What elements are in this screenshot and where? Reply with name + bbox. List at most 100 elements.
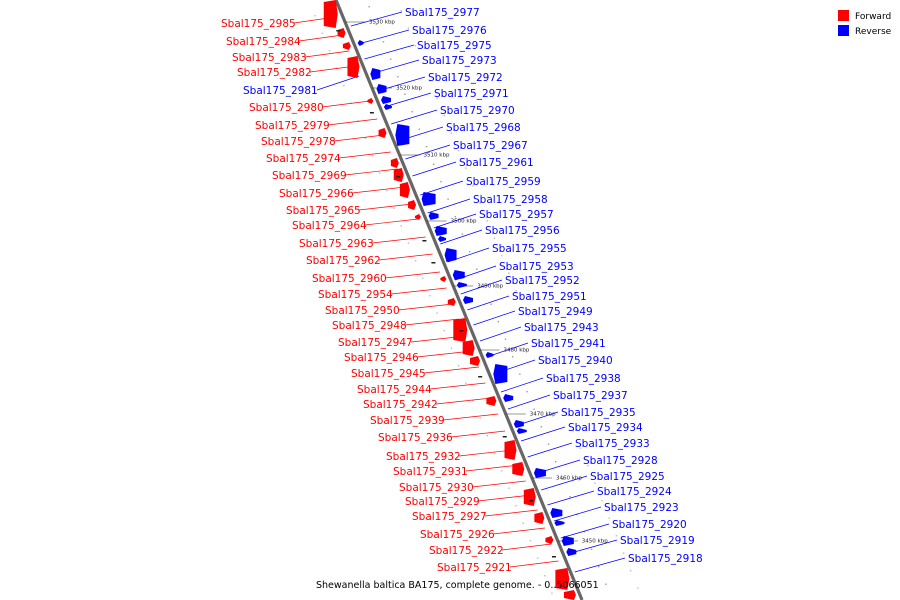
minor-dot	[421, 62, 424, 64]
reverse-gene-label: Sbal175_2971	[434, 88, 509, 100]
forward-gene-label: Sbal175_2965	[286, 205, 361, 217]
minor-dot	[443, 330, 446, 332]
reverse-leader	[574, 557, 626, 573]
minor-dot	[411, 111, 413, 113]
tick-label: 3470 kbp	[530, 412, 556, 418]
forward-gene-label: Sbal175_2931	[393, 466, 468, 478]
forward-gene	[337, 28, 346, 38]
reverse-gene	[513, 420, 524, 428]
forward-leader	[501, 543, 552, 551]
forward-gene-label: Sbal175_2969	[272, 170, 347, 182]
forward-gene	[390, 158, 399, 168]
forward-gene-label: Sbal175_2947	[338, 337, 413, 349]
feature-marker	[529, 500, 533, 502]
minor-dot	[368, 6, 370, 8]
reverse-gene-label: Sbal175_2949	[518, 306, 593, 318]
reverse-gene-label: Sbal175_2943	[524, 322, 599, 334]
minor-dot	[569, 496, 571, 498]
minor-dot	[371, 155, 374, 157]
reverse-leader	[553, 506, 602, 522]
minor-dot	[529, 325, 532, 327]
tick-label: 3450 kbp	[582, 539, 608, 545]
minor-dot	[357, 120, 359, 122]
reverse-gene	[421, 192, 436, 206]
forward-gene	[470, 356, 481, 366]
reverse-leader	[390, 109, 438, 125]
minor-dot	[558, 395, 560, 397]
reverse-leader	[384, 92, 432, 108]
forward-gene-label: Sbal175_2966	[279, 188, 354, 200]
minor-dot	[465, 382, 467, 384]
reverse-gene-label: Sbal175_2958	[473, 194, 548, 206]
forward-gene-label: Sbal175_2926	[420, 529, 495, 541]
reverse-gene-label: Sbal175_2957	[479, 209, 554, 221]
forward-gene-label: Sbal175_2980	[249, 102, 324, 114]
minor-dot	[536, 342, 539, 344]
forward-leader	[458, 449, 513, 457]
tick-label: 3510 kbp	[424, 153, 450, 159]
reverse-leader	[316, 75, 360, 91]
forward-gene-label: Sbal175_2930	[399, 482, 474, 494]
minor-dot	[601, 500, 603, 502]
minor-dot	[637, 587, 639, 589]
reverse-leader	[473, 310, 516, 326]
minor-dot	[551, 592, 553, 594]
forward-leader	[371, 236, 426, 244]
forward-gene	[347, 56, 360, 78]
reverse-gene-label: Sbal175_2925	[590, 471, 665, 483]
minor-dot	[490, 303, 492, 305]
tick-label: 3520 kbp	[396, 86, 422, 92]
minor-dot	[515, 505, 517, 507]
reverse-gene	[444, 248, 457, 262]
reverse-gene	[437, 236, 446, 242]
forward-gene-label: Sbal175_2962	[306, 255, 381, 267]
reverse-leader	[364, 44, 415, 60]
reverse-leader	[460, 279, 503, 295]
reverse-gene-label: Sbal175_2918	[628, 553, 703, 565]
forward-leader	[429, 382, 486, 390]
minor-dot	[472, 400, 474, 402]
forward-leader	[378, 253, 433, 261]
reverse-gene-label: Sbal175_2920	[612, 519, 687, 531]
minor-dot	[414, 260, 417, 262]
minor-dot	[590, 548, 593, 550]
minor-dot	[486, 435, 489, 437]
minor-dot	[562, 478, 564, 480]
forward-gene	[486, 396, 497, 406]
reverse-gene	[550, 508, 563, 518]
minor-dot	[598, 566, 600, 568]
tick-label: 3480 kbp	[504, 348, 530, 354]
forward-gene	[563, 590, 576, 600]
minor-dot	[447, 198, 449, 200]
forward-leader	[471, 480, 526, 488]
minor-dot	[483, 286, 485, 288]
minor-dot	[555, 461, 557, 463]
forward-gene	[399, 182, 410, 198]
legend: Forward Reverse	[838, 10, 892, 37]
minor-dot	[540, 426, 543, 428]
forward-gene	[534, 512, 545, 524]
feature-marker	[551, 556, 556, 558]
minor-dot	[522, 522, 524, 524]
forward-gene-label: Sbal175_2964	[292, 220, 367, 232]
minor-dot	[429, 295, 431, 297]
reverse-gene	[383, 104, 392, 110]
forward-gene-label: Sbal175_2948	[332, 320, 407, 332]
forward-leader	[358, 203, 413, 211]
reverse-leader	[440, 229, 483, 245]
minor-dot	[457, 150, 460, 152]
minor-dot	[493, 452, 496, 454]
forward-leader	[298, 34, 343, 42]
minor-dot	[587, 465, 589, 467]
forward-gene-label: Sbal175_2978	[261, 136, 336, 148]
minor-dot	[511, 356, 514, 358]
reverse-gene-label: Sbal175_2938	[546, 373, 621, 385]
reverse-leader	[433, 213, 477, 229]
minor-dot	[397, 76, 399, 78]
minor-dot	[436, 312, 438, 314]
minor-dot	[379, 172, 381, 174]
minor-dot	[343, 85, 345, 87]
gene-labels: Sbal175_2985 Sbal175_2984 Sbal175_2983 Sbal…	[221, 7, 703, 574]
backbone-line	[334, 0, 584, 600]
